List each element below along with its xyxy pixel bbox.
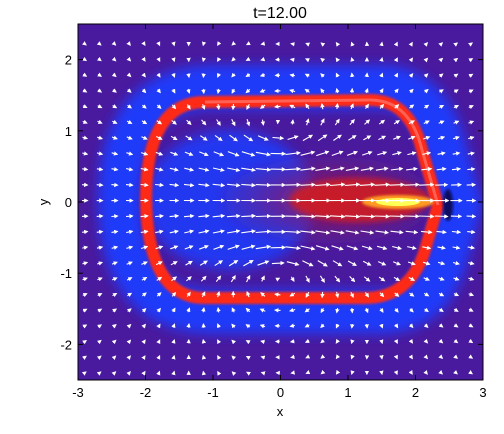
vector-arrow	[367, 324, 368, 328]
y-tick-label: -1	[60, 266, 72, 281]
vector-arrow	[174, 43, 175, 46]
vector-arrow	[467, 232, 474, 233]
vector-arrow	[291, 373, 294, 374]
vector-arrow	[322, 292, 323, 297]
vector-arrow	[203, 58, 204, 61]
vector-arrow	[218, 308, 219, 312]
vector-arrow	[262, 373, 265, 374]
vector-arrow	[291, 44, 294, 45]
vector-arrow	[275, 106, 280, 107]
vector-arrow	[203, 372, 204, 374]
y-tick-label: 2	[65, 53, 72, 68]
vector-arrow	[352, 74, 353, 78]
vector-arrow	[174, 356, 175, 359]
hot-spot	[376, 198, 420, 206]
vector-arrow	[292, 120, 293, 124]
x-tick-label: 2	[412, 385, 419, 400]
x-tick-label: 1	[344, 385, 351, 400]
vector-arrow	[203, 356, 204, 359]
vector-arrow	[203, 43, 204, 46]
y-axis-label: y	[36, 198, 51, 205]
vector-arrow	[126, 185, 133, 186]
vector-arrow	[375, 216, 390, 217]
x-tick-label: -1	[207, 385, 219, 400]
vector-arrow	[275, 294, 280, 295]
vector-arrow	[382, 372, 383, 375]
y-tick-label: -2	[60, 337, 72, 352]
vector-arrow	[188, 74, 189, 77]
vector-arrow	[141, 216, 148, 217]
y-tick-label: 1	[65, 124, 72, 139]
vector-arrow	[381, 58, 382, 61]
vector-arrow	[360, 216, 374, 217]
vector-arrow	[218, 89, 219, 93]
vector-arrow	[256, 216, 271, 217]
vector-arrow	[389, 185, 403, 186]
vector-arrow	[126, 216, 133, 217]
chart-title: t=12.00	[253, 5, 307, 22]
x-tick-label: 3	[479, 385, 486, 400]
vector-arrow	[291, 341, 295, 342]
vector-arrow	[272, 263, 284, 264]
vector-arrow	[262, 357, 265, 358]
vector-arrow	[203, 308, 204, 312]
vector-arrow	[111, 216, 117, 217]
vector-arrow	[352, 324, 353, 328]
vector-arrow	[419, 216, 433, 217]
x-axis-label: x	[277, 404, 284, 419]
vector-arrow	[262, 44, 265, 45]
vector-arrow	[435, 216, 448, 217]
vector-arrow	[419, 185, 433, 186]
vector-arrow	[203, 89, 204, 93]
x-tick-label: -3	[72, 385, 84, 400]
vector-arrow	[352, 308, 353, 312]
vector-arrow	[155, 216, 163, 217]
vector-arrow	[291, 59, 295, 60]
vector-arrow	[174, 372, 175, 375]
vector-arrow	[382, 43, 383, 46]
vector-arrow	[382, 356, 383, 359]
y-tick-label: 0	[65, 195, 72, 210]
vector-arrow	[337, 104, 338, 109]
vector-arrow	[97, 185, 103, 186]
x-tick-label: 0	[277, 385, 284, 400]
vector-arrow	[203, 340, 204, 343]
vector-arrow	[256, 185, 271, 186]
vector-arrow	[352, 372, 353, 374]
vector-arrow	[467, 169, 474, 170]
vector-arrow	[233, 104, 234, 109]
vector-arrow	[435, 185, 447, 186]
x-tick-label: -2	[140, 385, 152, 400]
vector-arrow	[188, 324, 189, 328]
vector-arrow	[404, 185, 419, 186]
vector-arrow	[111, 185, 117, 186]
vector-arrow	[291, 357, 294, 358]
vector-arrow	[300, 216, 314, 217]
